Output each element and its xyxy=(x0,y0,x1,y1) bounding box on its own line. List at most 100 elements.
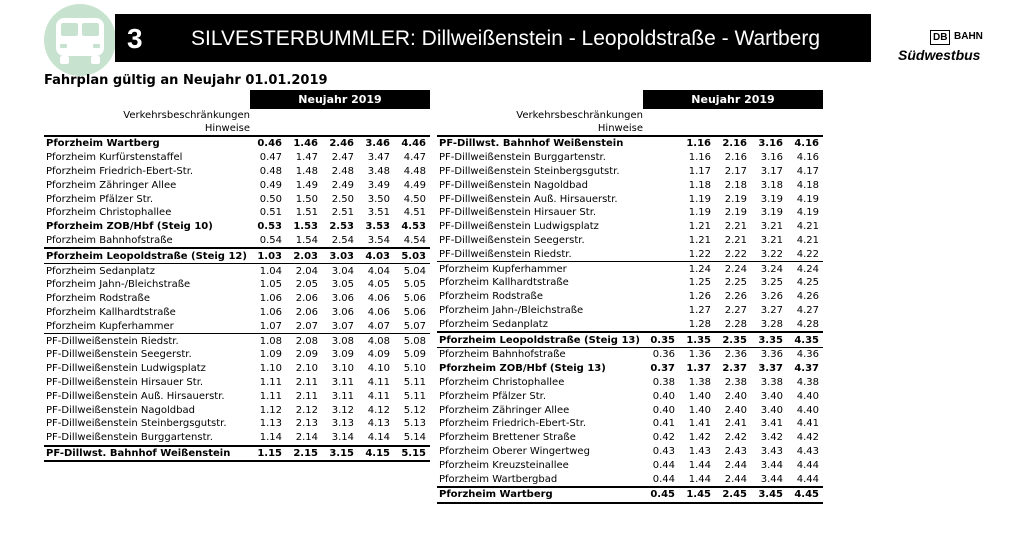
departure-time: 3.12 xyxy=(331,404,354,416)
departure-time: 2.50 xyxy=(331,193,354,205)
departure-time: 5.12 xyxy=(403,404,426,416)
stop-name: Pforzheim Rodstraße xyxy=(439,291,544,303)
departure-time: 4.06 xyxy=(367,293,390,305)
departure-time: 3.45 xyxy=(751,485,787,504)
departure-time: 1.11 xyxy=(259,376,282,388)
departure-time: 1.18 xyxy=(688,179,711,191)
notes-label: Hinweise xyxy=(437,122,643,137)
departure-time: 3.40 xyxy=(760,390,783,402)
departure-time: 3.19 xyxy=(760,193,783,205)
departure-time: 1.13 xyxy=(259,418,282,430)
departure-time: 3.37 xyxy=(758,363,783,375)
departure-time: 3.44 xyxy=(760,473,783,485)
departure-time: 1.44 xyxy=(688,473,711,485)
departure-time: 4.22 xyxy=(796,248,819,260)
table-row: Pforzheim ZOB/Hbf (Steig 13) 0.37 1.37 2.37… xyxy=(437,362,823,376)
table-row: Pforzheim Jahn-/Bleichstraße 1.05 2.05 3.05… xyxy=(44,278,430,292)
table-row: PF-Dillweißenstein Burggartenstr. 1.16 2.1… xyxy=(437,151,823,165)
departure-time: 2.09 xyxy=(295,349,318,361)
departure-time: 0.40 xyxy=(652,390,675,402)
departure-time: 1.35 xyxy=(679,331,715,348)
table-row: PF-Dillweißenstein Nagoldbad 1.18 2.18 3.18… xyxy=(437,178,823,192)
departure-time: 2.47 xyxy=(331,152,354,164)
departure-time: 4.17 xyxy=(796,165,819,177)
departure-time: 4.03 xyxy=(358,247,394,264)
departure-time: 0.36 xyxy=(643,346,679,362)
departure-time xyxy=(643,276,679,290)
departure-time: 1.12 xyxy=(259,404,282,416)
departure-time: 3.46 xyxy=(365,138,390,150)
stop-name: PF-Dillweißenstein Burggartenstr. xyxy=(439,152,606,164)
departure-time: 5.05 xyxy=(403,279,426,291)
stop-name: PF-Dillweißenstein Nagoldbad xyxy=(439,179,588,191)
departure-time: 1.06 xyxy=(259,306,282,318)
departure-time: 0.35 xyxy=(643,331,679,348)
departure-time: 2.16 xyxy=(722,138,747,150)
departure-time: 3.04 xyxy=(322,263,358,278)
departure-time: 2.40 xyxy=(724,404,747,416)
departure-time: 2.11 xyxy=(295,390,318,402)
route-logo xyxy=(44,4,116,76)
departure-time: 1.48 xyxy=(295,165,318,177)
departure-time: 0.46 xyxy=(257,138,282,150)
departure-time xyxy=(643,151,679,165)
departure-time: 4.41 xyxy=(796,418,819,430)
departure-time: 4.37 xyxy=(794,363,819,375)
stop-name: Pforzheim Brettener Straße xyxy=(439,432,576,444)
departure-time: 4.44 xyxy=(796,459,819,471)
departure-time xyxy=(643,178,679,192)
departure-time: 2.53 xyxy=(329,221,354,233)
table-row: Pforzheim Leopoldstraße (Steig 12) 1.03 2.… xyxy=(44,247,430,264)
departure-time xyxy=(643,247,679,261)
table-row: PF-Dillweißenstein Ludwigsplatz 1.10 2.10 3… xyxy=(44,362,430,376)
departure-time: 3.24 xyxy=(751,261,787,276)
departure-time: 1.07 xyxy=(259,320,282,332)
departure-time: 4.47 xyxy=(403,152,426,164)
departure-time: 4.19 xyxy=(796,207,819,219)
departure-time xyxy=(643,290,679,304)
departure-time: 3.49 xyxy=(367,179,390,191)
departure-time: 5.11 xyxy=(403,390,426,402)
departure-time: 0.42 xyxy=(652,432,675,444)
title-bar: 3 SILVESTERBUMMLER: Dillweißenstein - Le… xyxy=(115,14,871,62)
table-row: Pforzheim Friedrich-Ebert-Str. 0.41 1.41 2.… xyxy=(437,417,823,431)
departure-time: 1.27 xyxy=(688,304,711,316)
departure-time: 4.07 xyxy=(367,320,390,332)
departure-time: 3.36 xyxy=(751,346,787,362)
departure-time: 4.53 xyxy=(401,221,426,233)
departure-time: 3.54 xyxy=(367,234,390,246)
departure-time: 2.04 xyxy=(286,263,322,278)
departure-time: 2.44 xyxy=(724,473,747,485)
departure-time: 4.43 xyxy=(796,445,819,457)
departure-time: 2.18 xyxy=(724,179,747,191)
table-row: Pforzheim Leopoldstraße (Steig 13) 0.35 1.… xyxy=(437,331,823,348)
departure-time: 2.28 xyxy=(724,318,747,330)
departure-time: 2.37 xyxy=(722,363,747,375)
restrictions-cells xyxy=(250,109,430,122)
day-type-header: Neujahr 2019 xyxy=(250,90,430,109)
table-row: PF-Dillwst. Bahnhof Weißenstein 1.16 2.16 3… xyxy=(437,136,823,151)
departure-time: 0.45 xyxy=(643,485,679,504)
departure-time: 1.51 xyxy=(295,207,318,219)
departure-time: 2.13 xyxy=(295,418,318,430)
table-row: Pforzheim Zähringer Allee 0.40 1.40 2.40 3.4… xyxy=(437,403,823,417)
table-row: PF-Dillweißenstein Seegerstr. 1.09 2.09 3.0… xyxy=(44,348,430,362)
departure-time: 2.26 xyxy=(724,291,747,303)
departure-time: 4.12 xyxy=(367,404,390,416)
stop-name: Pforzheim Leopoldstraße (Steig 13) xyxy=(437,331,643,348)
departure-time: 2.27 xyxy=(724,304,747,316)
stop-name: PF-Dillweißenstein Seegerstr. xyxy=(46,349,192,361)
departure-time: 1.05 xyxy=(259,279,282,291)
table-row: Pforzheim Brettener Straße 0.42 1.42 2.42 3.… xyxy=(437,431,823,445)
departure-time xyxy=(643,220,679,234)
departure-time: 3.53 xyxy=(365,221,390,233)
table-row: PF-Dillwst. Bahnhof Weißenstein 1.15 2.15 3… xyxy=(44,444,430,463)
stop-name: Pforzheim Jahn-/Bleichstraße xyxy=(439,304,584,316)
departure-time: 3.15 xyxy=(322,444,358,463)
stop-name: Pforzheim Kupferhammer xyxy=(46,320,174,332)
departure-time: 1.21 xyxy=(688,221,711,233)
departure-time: 5.15 xyxy=(394,444,430,463)
departure-time: 4.04 xyxy=(358,263,394,278)
departure-time: 3.16 xyxy=(758,138,783,150)
stop-name: Pforzheim Kallhardtstraße xyxy=(439,277,569,289)
